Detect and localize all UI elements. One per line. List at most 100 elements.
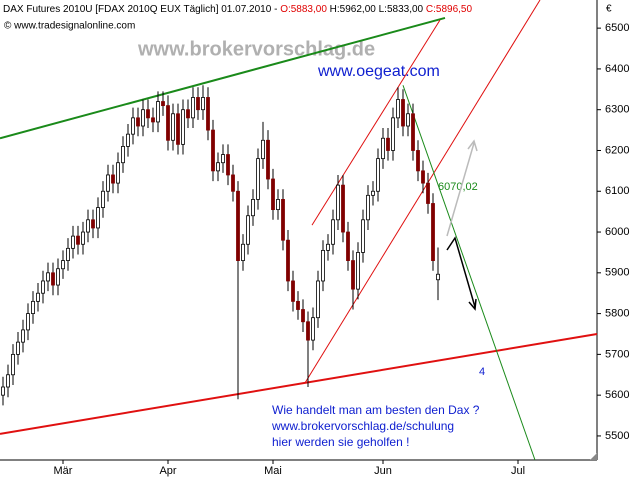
candle-body xyxy=(281,199,285,241)
candle-body xyxy=(6,374,10,388)
candle-body xyxy=(56,268,60,286)
arrow-gray xyxy=(446,139,478,237)
candle-body xyxy=(426,182,430,204)
candle-body xyxy=(41,280,45,294)
candle-body xyxy=(266,139,270,180)
trend-line xyxy=(311,19,441,226)
candle-body xyxy=(96,207,100,229)
candle-body xyxy=(306,321,310,341)
y-tick-label: 6400 xyxy=(605,63,629,75)
candle-body xyxy=(371,190,375,196)
header-high-low: H:5962,00 L:5833,00 xyxy=(327,4,426,15)
copyright: © www.tradesignalonline.com xyxy=(4,21,135,32)
currency: € xyxy=(606,4,612,15)
header-name: DAX Futures 2010U [FDAX 2010Q EUX Täglic… xyxy=(3,4,280,15)
candle-body xyxy=(246,215,250,245)
header-close: C:5896,50 xyxy=(426,4,473,15)
y-tick-label: 5900 xyxy=(605,267,629,279)
y-tick-label: 6300 xyxy=(605,104,629,116)
candle-body xyxy=(36,292,40,302)
note-line: www.brokervorschlag.de/schulung xyxy=(271,419,454,433)
candle-body xyxy=(101,190,105,208)
candle-body xyxy=(301,309,305,323)
candle-body xyxy=(386,137,390,151)
candle-body xyxy=(26,313,30,331)
candle-body xyxy=(256,158,260,200)
y-tick-label: 6500 xyxy=(605,22,629,34)
y-tick-label: 6100 xyxy=(605,185,629,197)
candle-body xyxy=(361,219,365,253)
candle-body xyxy=(286,239,290,282)
candle-body xyxy=(81,231,85,245)
candle-body xyxy=(166,105,170,141)
candle-body xyxy=(331,219,335,245)
candle-body xyxy=(146,109,150,119)
candle-body xyxy=(251,199,255,217)
header-open: O:5883,00 xyxy=(280,4,327,15)
y-tick-label: 5600 xyxy=(605,389,629,401)
watermark: www.brokervorschlag.de xyxy=(137,38,375,60)
candle-body xyxy=(21,329,25,343)
candle-body xyxy=(201,97,205,111)
candle-body xyxy=(131,117,135,135)
candle-body xyxy=(406,113,410,127)
candle-body xyxy=(171,113,175,141)
candle-body xyxy=(321,249,325,282)
trend-line xyxy=(0,333,598,435)
candle-body xyxy=(71,235,75,249)
candle-body xyxy=(381,137,385,160)
candle-body xyxy=(316,280,320,319)
x-tick-label: Jul xyxy=(511,465,525,477)
candle-body xyxy=(211,129,215,172)
candle-body xyxy=(66,247,70,261)
candle-body xyxy=(151,117,155,123)
candle-body xyxy=(176,113,180,145)
candle-body xyxy=(186,109,190,119)
candle-body xyxy=(416,150,420,172)
candle-body xyxy=(216,162,220,172)
candle-body xyxy=(436,273,440,281)
candle-body xyxy=(51,272,55,286)
candle-body xyxy=(271,178,275,211)
level-label: 6070,02 xyxy=(438,181,478,193)
x-tick-label: Jun xyxy=(374,465,392,477)
plot xyxy=(0,0,598,461)
candle-body xyxy=(191,97,195,119)
y-tick-label: 6200 xyxy=(605,144,629,156)
candle-body xyxy=(206,97,210,131)
candle-body xyxy=(156,101,160,123)
site-label: www.oegeat.com xyxy=(317,63,440,80)
candle-body xyxy=(296,300,300,310)
candle-body xyxy=(346,231,350,261)
note-line: Wie handelt man am besten den Dax ? xyxy=(272,403,480,417)
candle-body xyxy=(141,109,145,127)
candle-body xyxy=(46,272,50,282)
wave-label: 4 xyxy=(479,366,485,378)
y-tick-label: 6000 xyxy=(605,226,629,238)
candle-body xyxy=(291,280,295,302)
candle-body xyxy=(421,170,425,184)
candle-body xyxy=(11,353,15,376)
candle-body xyxy=(391,117,395,151)
candle-body xyxy=(401,99,405,127)
candle-body xyxy=(1,386,5,396)
arrow-black xyxy=(446,236,477,311)
candle-body xyxy=(226,154,230,176)
candle-body xyxy=(356,252,360,290)
candle-body xyxy=(106,174,110,192)
candle-body xyxy=(76,235,80,245)
candle-body xyxy=(336,184,340,221)
y-tick-label: 5500 xyxy=(605,430,629,442)
candle-body xyxy=(126,133,130,147)
y-tick-label: 5800 xyxy=(605,308,629,320)
candle-body xyxy=(136,117,140,127)
candle-body xyxy=(341,184,345,233)
candle-body xyxy=(91,219,95,229)
candle-body xyxy=(61,260,65,270)
candle-body xyxy=(111,174,115,184)
candle-body xyxy=(276,199,280,211)
candle-body xyxy=(351,260,355,290)
